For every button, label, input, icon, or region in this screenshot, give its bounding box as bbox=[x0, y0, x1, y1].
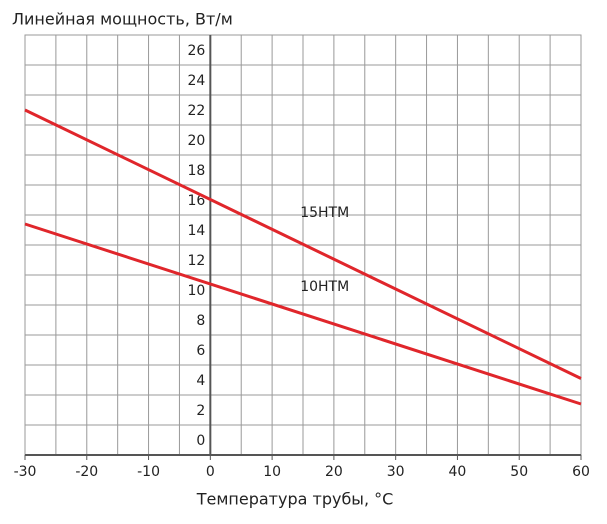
y-tick-label: 24 bbox=[188, 73, 206, 89]
series-line bbox=[24, 108, 582, 380]
y-tick-label: 6 bbox=[196, 343, 205, 359]
y-tick-label: 2 bbox=[196, 403, 205, 419]
series-label: 15НТМ bbox=[300, 205, 349, 221]
x-tick-label: 0 bbox=[206, 464, 215, 480]
x-tick-label: 50 bbox=[510, 464, 528, 480]
series-label: 10НТМ bbox=[300, 279, 349, 295]
chart-title: Линейная мощность, Вт/м bbox=[12, 10, 233, 29]
y-tick-label: 14 bbox=[188, 223, 206, 239]
x-tick-label: 40 bbox=[449, 464, 467, 480]
y-tick-label: 16 bbox=[188, 193, 206, 209]
y-tick-label: 0 bbox=[196, 433, 205, 449]
x-tick-label: 20 bbox=[325, 464, 343, 480]
y-tick-label: 4 bbox=[196, 373, 205, 389]
y-tick-label: 12 bbox=[188, 253, 206, 269]
x-tick-label: -10 bbox=[137, 464, 160, 480]
y-tick-label: 10 bbox=[188, 283, 206, 299]
y-tick-label: 18 bbox=[188, 163, 206, 179]
x-axis-title: Температура трубы, °C bbox=[196, 490, 394, 509]
x-tick-label: -20 bbox=[75, 464, 98, 480]
x-tick-label: 30 bbox=[387, 464, 405, 480]
x-tick-label: 10 bbox=[263, 464, 281, 480]
series-line bbox=[24, 222, 582, 406]
y-tick-label: 26 bbox=[188, 43, 206, 59]
x-tick-label: 60 bbox=[572, 464, 590, 480]
x-tick-label: -30 bbox=[14, 464, 37, 480]
y-tick-label: 22 bbox=[188, 103, 206, 119]
y-tick-label: 20 bbox=[188, 133, 206, 149]
y-tick-label: 8 bbox=[196, 313, 205, 329]
